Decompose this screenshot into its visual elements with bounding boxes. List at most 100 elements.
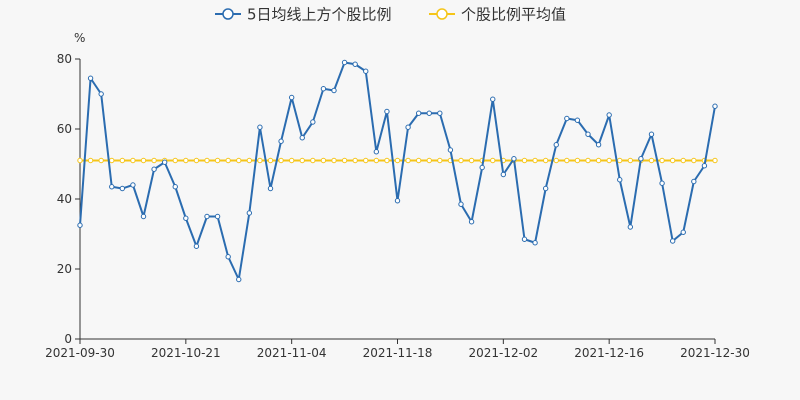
data-point-series-1[interactable] <box>532 240 538 246</box>
data-point-series-1[interactable] <box>140 213 147 220</box>
data-point-series-2[interactable] <box>564 157 570 164</box>
data-point-series-1[interactable] <box>119 185 126 192</box>
data-point-series-2[interactable] <box>77 157 83 164</box>
legend-item-series-2[interactable]: 个股比例平均值 <box>429 6 566 24</box>
data-point-series-2[interactable] <box>236 157 242 164</box>
data-point-series-1[interactable] <box>225 254 231 260</box>
data-point-series-1[interactable] <box>183 215 189 221</box>
data-point-series-1[interactable] <box>553 142 559 148</box>
data-point-series-1[interactable] <box>363 68 369 74</box>
data-point-series-1[interactable] <box>574 117 581 123</box>
data-point-series-1[interactable] <box>437 110 443 116</box>
data-point-series-1[interactable] <box>606 112 612 118</box>
data-point-series-1[interactable] <box>204 213 210 220</box>
data-point-series-2[interactable] <box>394 157 401 164</box>
data-point-series-1[interactable] <box>87 75 94 81</box>
data-point-series-2[interactable] <box>130 157 136 164</box>
data-point-series-1[interactable] <box>161 159 168 165</box>
data-point-series-2[interactable] <box>373 157 380 164</box>
data-point-series-1[interactable] <box>278 138 284 144</box>
data-point-series-2[interactable] <box>627 157 634 164</box>
data-point-series-1[interactable] <box>109 184 115 190</box>
data-point-series-1[interactable] <box>77 222 83 228</box>
data-point-series-1[interactable] <box>299 135 305 141</box>
data-point-series-2[interactable] <box>363 157 369 164</box>
data-point-series-2[interactable] <box>595 157 602 164</box>
data-point-series-2[interactable] <box>352 157 358 164</box>
data-point-series-2[interactable] <box>532 157 538 164</box>
data-point-series-1[interactable] <box>310 119 316 125</box>
data-point-series-1[interactable] <box>447 147 454 153</box>
data-point-series-2[interactable] <box>648 157 655 164</box>
data-point-series-2[interactable] <box>405 157 411 164</box>
data-point-series-2[interactable] <box>204 157 210 164</box>
data-point-series-1[interactable] <box>288 94 295 101</box>
data-point-series-2[interactable] <box>659 157 665 164</box>
data-point-series-2[interactable] <box>246 157 253 164</box>
data-point-series-1[interactable] <box>267 185 274 192</box>
data-point-series-2[interactable] <box>140 157 147 164</box>
data-point-series-1[interactable] <box>458 201 464 207</box>
data-point-series-1[interactable] <box>648 131 655 137</box>
data-point-series-1[interactable] <box>585 131 591 137</box>
data-point-series-1[interactable] <box>479 164 485 171</box>
data-point-series-1[interactable] <box>691 178 697 185</box>
data-point-series-1[interactable] <box>236 276 242 283</box>
data-point-series-1[interactable] <box>320 86 327 92</box>
data-point-series-2[interactable] <box>669 157 676 164</box>
data-point-series-2[interactable] <box>214 157 221 164</box>
data-point-series-1[interactable] <box>680 229 686 235</box>
data-point-series-1[interactable] <box>98 91 104 97</box>
data-point-series-2[interactable] <box>680 157 686 164</box>
data-point-series-1[interactable] <box>542 185 549 192</box>
data-point-series-2[interactable] <box>521 157 528 164</box>
data-point-series-2[interactable] <box>310 157 316 164</box>
data-point-series-2[interactable] <box>151 157 157 164</box>
data-point-series-1[interactable] <box>627 224 634 230</box>
data-point-series-1[interactable] <box>246 210 253 216</box>
data-point-series-2[interactable] <box>437 157 443 164</box>
data-point-series-2[interactable] <box>320 157 327 164</box>
data-point-series-1[interactable] <box>193 243 200 249</box>
data-point-series-1[interactable] <box>490 96 496 102</box>
data-point-series-2[interactable] <box>288 157 295 164</box>
data-point-series-2[interactable] <box>553 157 559 164</box>
data-point-series-1[interactable] <box>384 108 390 115</box>
data-point-series-2[interactable] <box>691 157 697 164</box>
data-point-series-1[interactable] <box>638 156 644 162</box>
data-point-series-2[interactable] <box>98 157 104 164</box>
data-point-series-2[interactable] <box>278 157 284 164</box>
data-point-series-1[interactable] <box>426 110 432 116</box>
data-point-series-1[interactable] <box>341 59 348 66</box>
data-point-series-2[interactable] <box>585 157 591 164</box>
data-point-series-2[interactable] <box>172 157 178 164</box>
data-point-series-2[interactable] <box>468 157 475 164</box>
data-point-series-1[interactable] <box>617 177 623 183</box>
data-point-series-2[interactable] <box>193 157 200 164</box>
data-point-series-1[interactable] <box>500 171 507 178</box>
data-point-series-1[interactable] <box>214 213 221 220</box>
data-point-series-1[interactable] <box>331 87 337 94</box>
data-point-series-2[interactable] <box>109 157 115 164</box>
data-point-series-1[interactable] <box>468 219 475 225</box>
data-point-series-2[interactable] <box>606 157 612 164</box>
data-point-series-2[interactable] <box>617 157 623 164</box>
data-point-series-1[interactable] <box>669 238 676 244</box>
data-point-series-1[interactable] <box>352 61 358 67</box>
data-point-series-2[interactable] <box>712 157 718 164</box>
data-point-series-2[interactable] <box>119 157 126 164</box>
data-point-series-1[interactable] <box>712 103 718 109</box>
data-point-series-1[interactable] <box>595 142 602 148</box>
data-point-series-2[interactable] <box>341 157 348 164</box>
data-point-series-1[interactable] <box>172 184 178 190</box>
data-point-series-2[interactable] <box>257 157 263 164</box>
data-point-series-1[interactable] <box>130 182 136 188</box>
data-point-series-1[interactable] <box>405 124 411 130</box>
data-point-series-2[interactable] <box>490 157 496 164</box>
data-point-series-2[interactable] <box>267 157 274 164</box>
data-point-series-2[interactable] <box>458 157 464 164</box>
data-point-series-2[interactable] <box>384 157 390 164</box>
data-point-series-1[interactable] <box>659 180 665 186</box>
data-point-series-1[interactable] <box>701 163 708 169</box>
data-point-series-1[interactable] <box>521 236 528 242</box>
